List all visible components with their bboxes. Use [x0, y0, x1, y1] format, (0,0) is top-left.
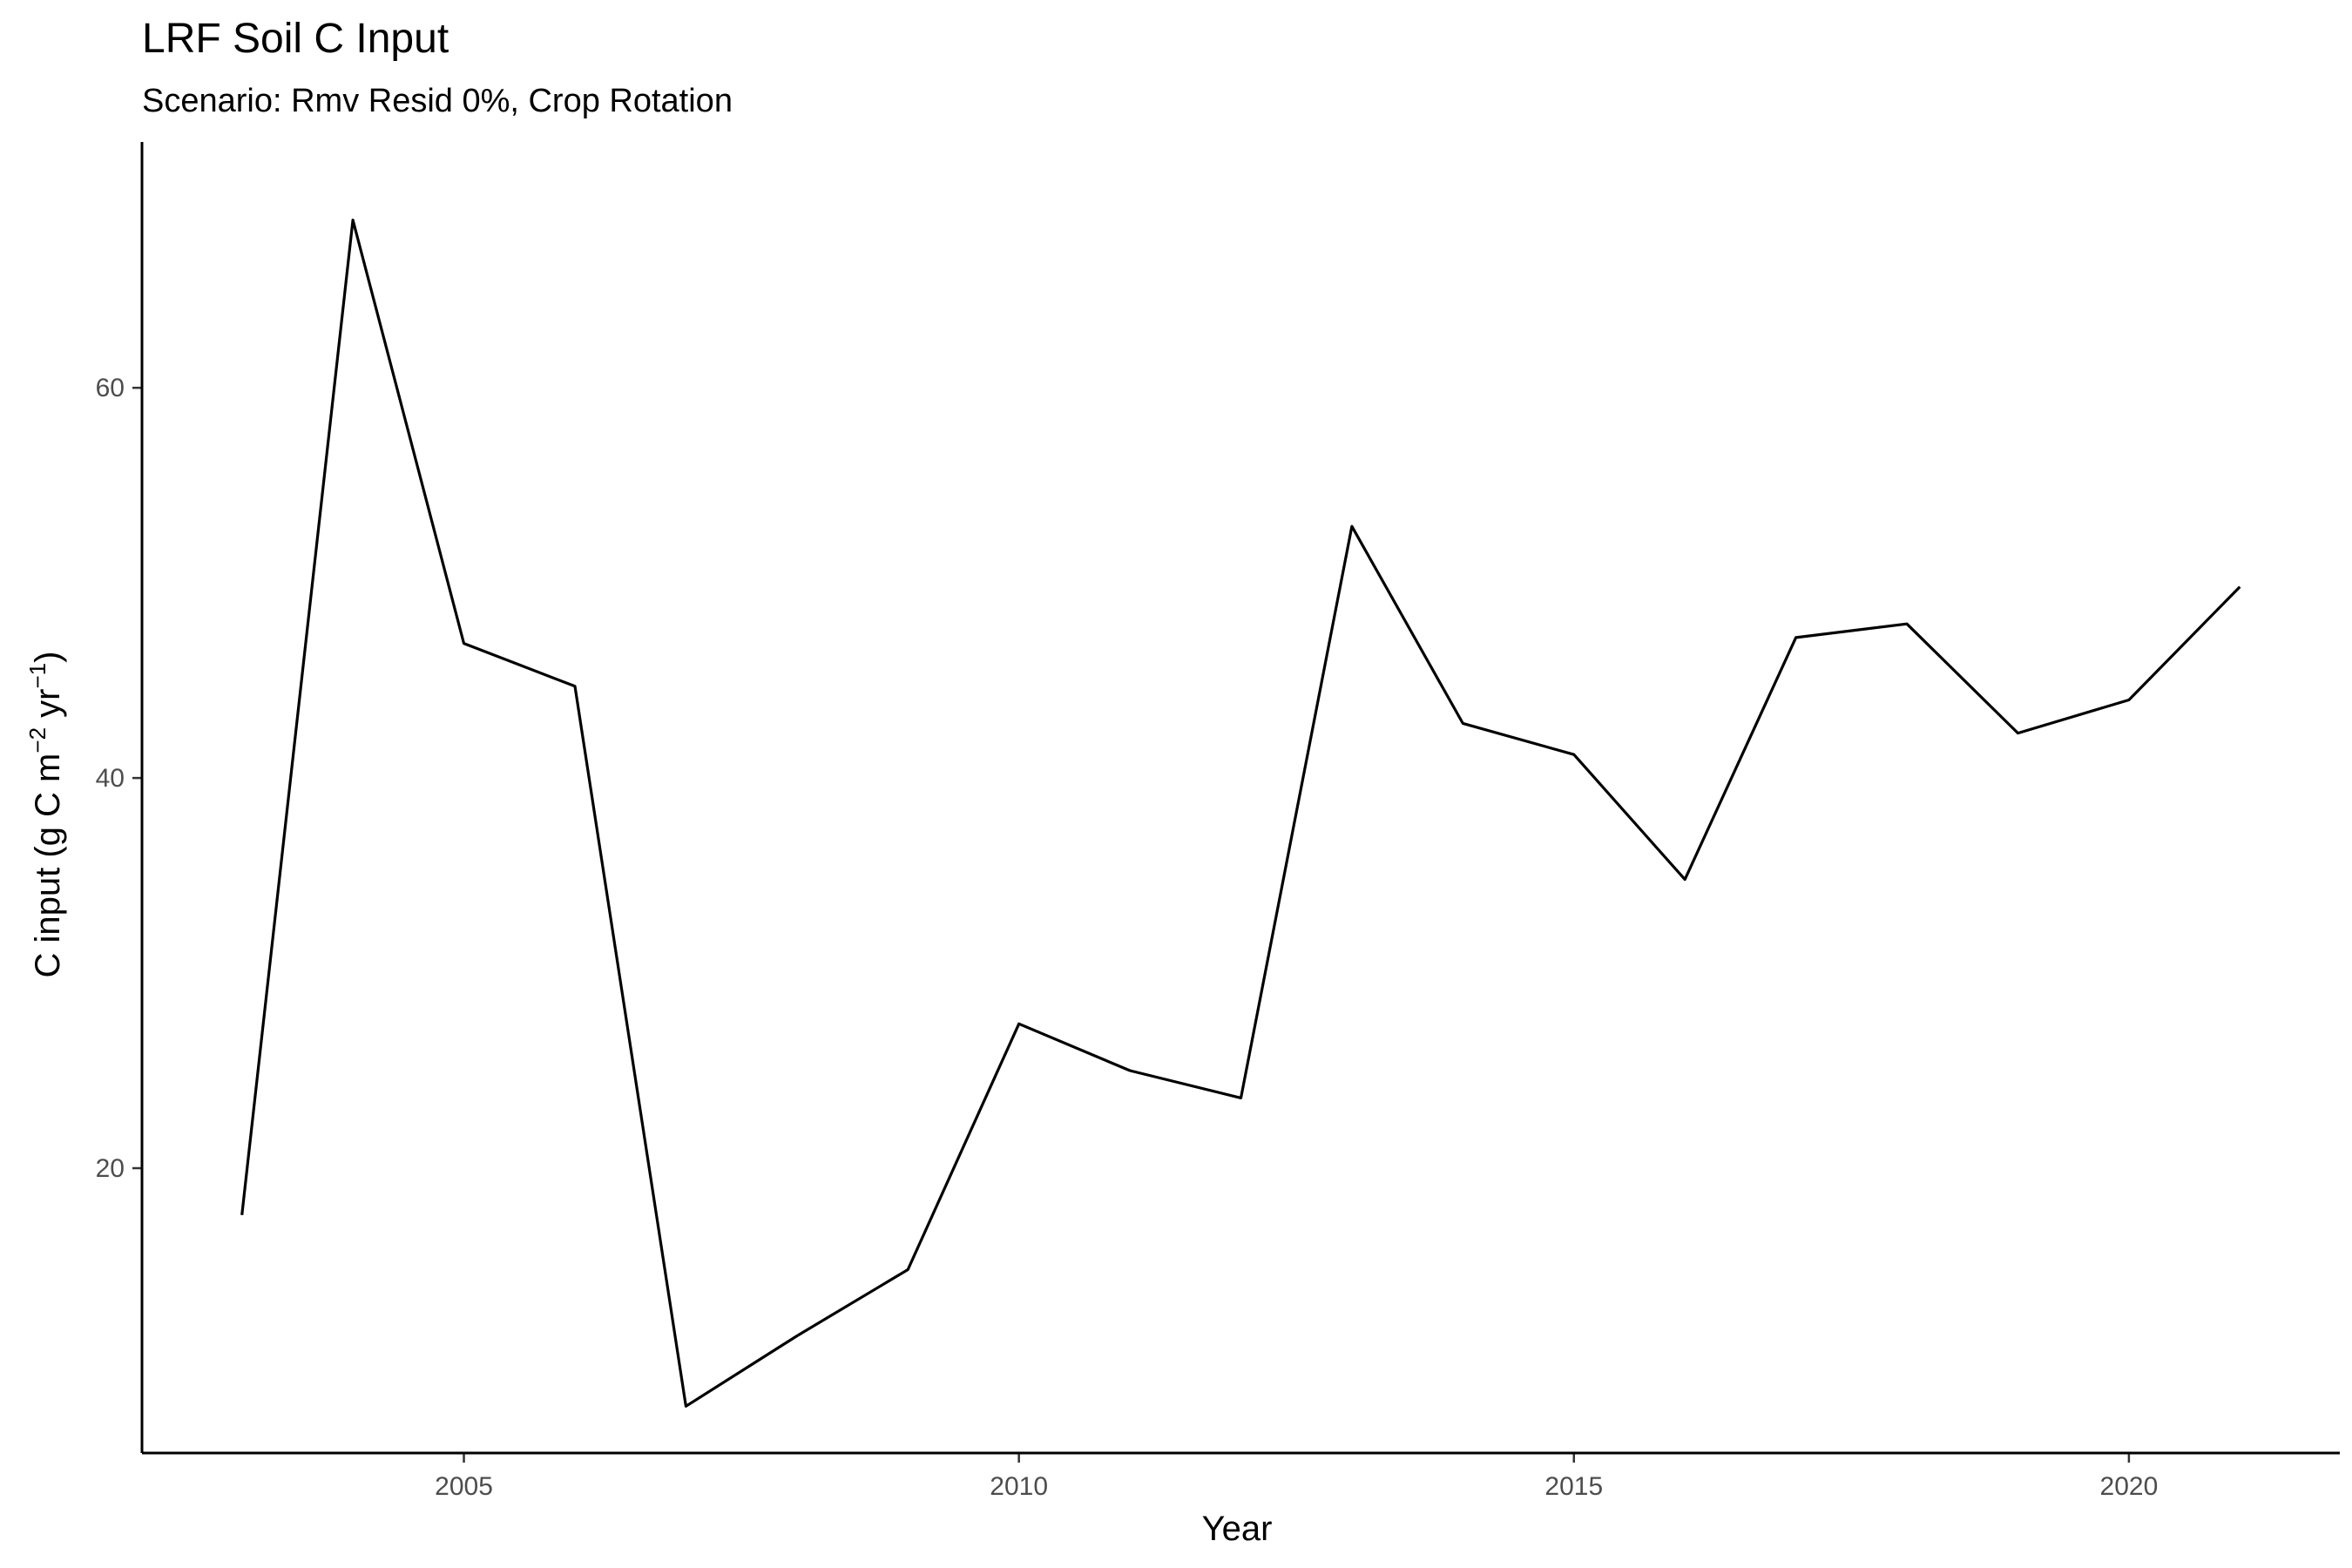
x-tick-label: 2020 — [2100, 1472, 2159, 1501]
y-axis-title-exponent-2: −1 — [24, 663, 51, 689]
y-axis-ticks: 20 40 60 — [96, 374, 142, 1183]
y-tick-label: 60 — [96, 374, 125, 402]
y-axis-title-mid: yr — [29, 689, 67, 727]
x-axis-title: Year — [1202, 1510, 1273, 1548]
x-axis-ticks: 2005 2010 2015 2020 — [435, 1453, 2158, 1501]
series-layer — [240, 219, 2241, 1408]
y-tick-label: 40 — [96, 764, 125, 793]
plot-area: 20 40 60 2005 2010 2015 2020 — [96, 142, 2340, 1501]
x-tick-label: 2015 — [1544, 1472, 1603, 1501]
series-line — [240, 219, 2241, 1408]
chart-subtitle: Scenario: Rmv Resid 0%, Crop Rotation — [142, 83, 733, 119]
x-tick-label: 2005 — [435, 1472, 493, 1501]
y-axis-title: C input (g C m−2 yr−1) — [24, 652, 67, 978]
x-tick-label: 2010 — [990, 1472, 1048, 1501]
y-tick-label: 20 — [96, 1154, 125, 1183]
y-axis-title-exponent-1: −2 — [24, 727, 51, 754]
y-axis-title-prefix: C input (g C m — [29, 754, 67, 978]
chart-title: LRF Soil C Input — [142, 16, 449, 62]
y-axis-title-suffix: ) — [29, 652, 67, 663]
